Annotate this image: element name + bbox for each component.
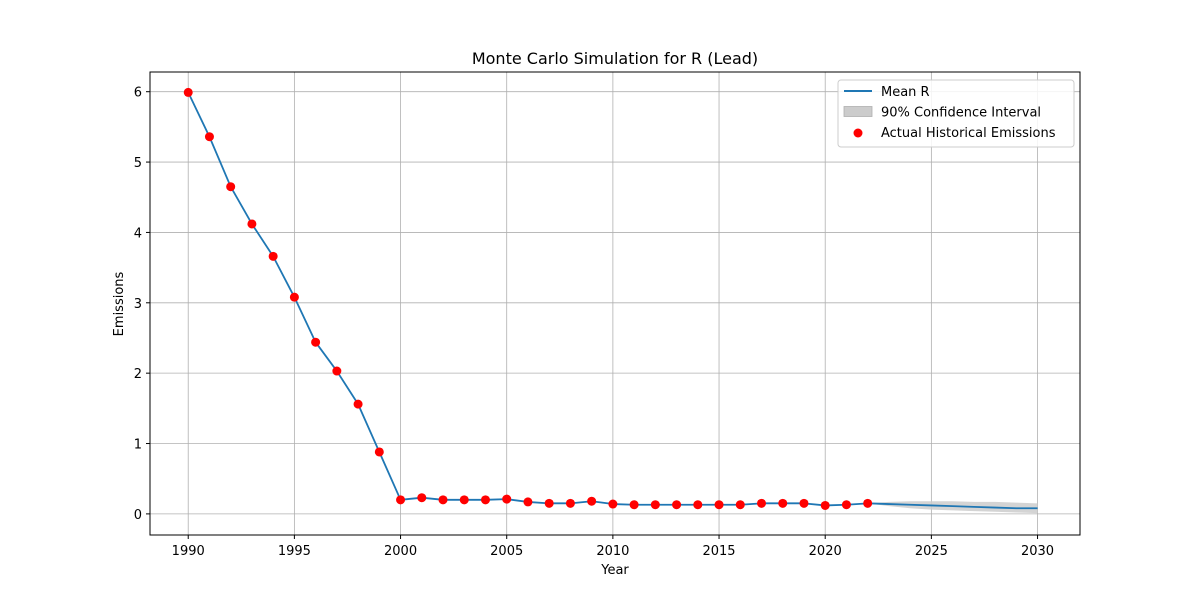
y-tick-label: 2 (134, 367, 142, 382)
historical-point (396, 495, 406, 505)
historical-point (778, 498, 788, 508)
y-tick-label: 6 (134, 86, 142, 101)
x-tick-label: 2030 (1021, 544, 1054, 559)
historical-point (332, 366, 342, 376)
plot-frame (149, 71, 1081, 536)
historical-point (523, 497, 533, 507)
legend-patch-swatch (843, 106, 873, 117)
confidence-interval-band (867, 501, 1038, 514)
x-tick-label: 1990 (172, 544, 205, 559)
chart-title: Monte Carlo Simulation for R (Lead) (472, 49, 758, 68)
historical-point (204, 132, 214, 142)
historical-point (459, 495, 469, 505)
historical-point (587, 496, 597, 506)
historical-point (841, 500, 851, 510)
y-tick-label: 1 (134, 438, 142, 453)
y-axis-ticks: 0 1 2 3 4 5 6 (134, 86, 150, 523)
x-axis-ticks: 1990 1995 2000 2005 2010 2015 2020 2025 2030 (172, 535, 1054, 559)
legend-label: 90% Confidence Interval (881, 106, 1041, 121)
historical-point (183, 87, 193, 97)
legend-label: Actual Historical Emissions (881, 126, 1056, 141)
x-tick-label: 2010 (596, 544, 629, 559)
historical-point (714, 500, 724, 510)
historical-point (757, 498, 767, 508)
x-tick-label: 2020 (809, 544, 842, 559)
historical-point (693, 500, 703, 510)
historical-point (629, 500, 639, 510)
historical-point (417, 493, 427, 503)
y-tick-label: 5 (134, 156, 142, 171)
historical-point (565, 498, 575, 508)
y-tick-label: 3 (134, 297, 142, 312)
y-tick-label: 4 (134, 226, 142, 241)
x-tick-label: 2005 (490, 544, 523, 559)
y-tick-label: 0 (134, 508, 142, 523)
historical-point (672, 500, 682, 510)
x-tick-label: 1995 (278, 544, 311, 559)
historical-point (650, 500, 660, 510)
historical-point (480, 495, 490, 505)
historical-point (735, 500, 745, 510)
x-tick-label: 2000 (384, 544, 417, 559)
historical-point (247, 219, 257, 229)
historical-point (799, 498, 809, 508)
historical-point (438, 495, 448, 505)
historical-point (353, 399, 363, 409)
historical-point (820, 500, 830, 510)
y-axis-label: Emissions (112, 271, 127, 336)
historical-point (544, 498, 554, 508)
legend: Mean R 90% Confidence Interval Actual Hist… (837, 79, 1075, 148)
historical-point (268, 251, 278, 261)
legend-label: Mean R (881, 85, 930, 100)
historical-point (863, 498, 873, 508)
grid (150, 72, 1080, 535)
historical-point (374, 447, 384, 457)
x-tick-label: 2015 (702, 544, 735, 559)
historical-point (311, 337, 321, 347)
x-tick-label: 2025 (915, 544, 948, 559)
confidence-interval-layer (867, 501, 1038, 514)
legend-marker-swatch (853, 128, 863, 138)
historical-point (608, 499, 618, 509)
historical-point (289, 292, 299, 302)
x-axis-label: Year (600, 563, 629, 578)
historical-point (502, 494, 512, 504)
historical-points-layer (183, 87, 873, 510)
historical-point (226, 182, 236, 192)
legend-box (837, 79, 1075, 148)
